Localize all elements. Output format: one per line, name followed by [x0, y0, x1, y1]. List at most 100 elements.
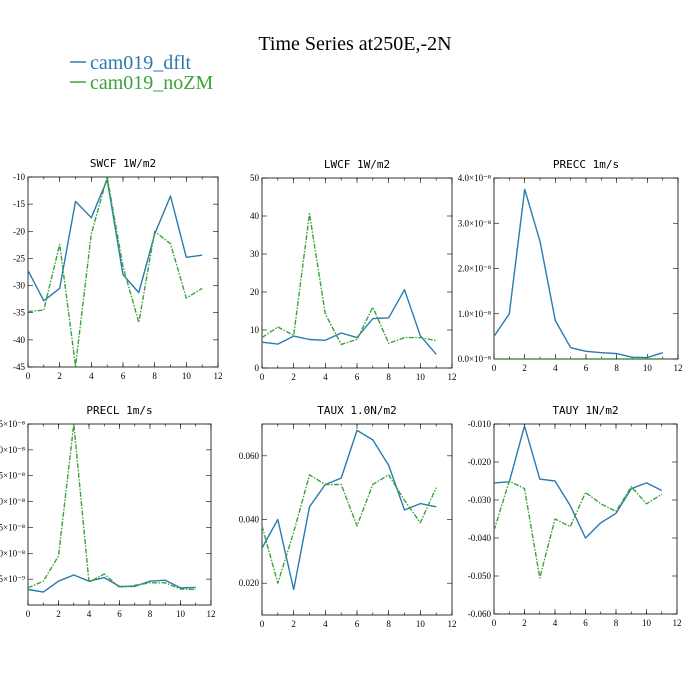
- panel-title: PRECL 1m/s: [86, 404, 152, 417]
- x-tick-label: 8: [152, 371, 157, 381]
- panel-3: PRECL 1m/s 0 2 4 6 8 10 12 5×10⁻⁹ 1.0×10⁻⁸ 1.5×10⁻…: [0, 404, 216, 619]
- y-tick-label: 4.0×10⁻⁸: [458, 173, 491, 183]
- y-tick-label: 2.5×10⁻⁸: [0, 471, 25, 481]
- series-line-dflt: [493, 188, 663, 359]
- x-tick-label: 8: [614, 618, 619, 628]
- x-tick-label: 12: [207, 609, 216, 619]
- x-tick-label: 6: [355, 619, 360, 629]
- y-tick-label: 0.020: [239, 578, 260, 588]
- x-tick-label: 4: [323, 372, 328, 382]
- y-tick-label: 0.060: [239, 451, 260, 461]
- y-tick-label: -35: [13, 308, 25, 318]
- series-line-nozm: [261, 474, 437, 584]
- panel-title: SWCF 1W/m2: [90, 157, 156, 170]
- y-tick-label: 0.040: [239, 515, 260, 525]
- x-tick-label: 6: [583, 618, 588, 628]
- x-tick-label: 4: [553, 363, 558, 373]
- x-tick-label: 6: [355, 372, 360, 382]
- panel-frame: [493, 177, 679, 360]
- x-tick-label: 4: [323, 619, 328, 629]
- x-tick-label: 2: [57, 371, 62, 381]
- series-line-nozm: [493, 480, 663, 579]
- x-tick-label: 0: [492, 363, 497, 373]
- series-line-dflt: [493, 425, 663, 539]
- x-tick-label: 2: [56, 609, 61, 619]
- y-tick-label: 20: [250, 287, 260, 297]
- x-tick-label: 12: [673, 618, 682, 628]
- figure-title: Time Series at250E,-2N: [258, 33, 451, 55]
- y-tick-label: -15: [13, 199, 25, 209]
- panel-2: PRECC 1m/s 0 2 4 6 8 10 12 0.0×10⁻⁸ 1.0×10⁻⁸ 2.0×1…: [458, 158, 683, 373]
- y-tick-label: -45: [13, 362, 25, 372]
- series-line-nozm: [27, 423, 196, 591]
- series-line-nozm: [27, 176, 203, 367]
- panel-1: LWCF 1W/m2 0 2 4 6 8 10 12 0 10 20 30 40 50: [250, 158, 457, 382]
- x-tick-label: 4: [89, 371, 94, 381]
- y-tick-label: 2.0×10⁻⁸: [458, 264, 491, 274]
- y-tick-label: -0.050: [468, 571, 492, 581]
- y-tick-label: 3.0×10⁻⁸: [0, 445, 25, 455]
- x-tick-label: 4: [553, 618, 558, 628]
- series-line-dflt: [261, 289, 437, 355]
- panel-frame: [493, 423, 678, 615]
- x-tick-label: 0: [260, 619, 265, 629]
- x-tick-label: 8: [614, 363, 619, 373]
- y-tick-label: 0: [255, 363, 260, 373]
- y-tick-label: 3.5×10⁻⁸: [0, 419, 25, 429]
- panels: SWCF 1W/m2 0 2 4 6 8 10 12 -10 -15 -20 -25 -30 -35 -40…: [0, 157, 683, 629]
- x-tick-label: 10: [643, 363, 653, 373]
- x-tick-label: 6: [121, 371, 126, 381]
- x-tick-label: 8: [386, 372, 391, 382]
- series-line-dflt: [27, 574, 196, 593]
- x-tick-label: 2: [291, 372, 296, 382]
- series-line-nozm: [261, 212, 437, 346]
- panel-4: TAUX 1.0N/m2 0 2 4 6 8 10 12 0.020 0.040 0.060: [239, 404, 457, 629]
- x-tick-label: 8: [148, 609, 153, 619]
- legend-label-dflt: cam019_dflt: [90, 52, 192, 74]
- y-tick-label: -0.040: [468, 533, 492, 543]
- y-tick-label: 2.0×10⁻⁸: [0, 497, 25, 507]
- x-tick-label: 10: [182, 371, 192, 381]
- panel-title: LWCF 1W/m2: [324, 158, 390, 171]
- y-tick-label: 40: [250, 211, 260, 221]
- panel-0: SWCF 1W/m2 0 2 4 6 8 10 12 -10 -15 -20 -25 -30 -35 -40…: [13, 157, 223, 381]
- y-tick-label: -20: [13, 226, 25, 236]
- panel-frame: [27, 423, 212, 606]
- x-tick-label: 2: [522, 363, 527, 373]
- legend-label-nozm: cam019_noZM: [90, 72, 214, 94]
- y-tick-label: 10: [250, 325, 260, 335]
- x-tick-label: 2: [291, 619, 296, 629]
- y-tick-label: 30: [250, 249, 260, 259]
- x-tick-label: 12: [674, 363, 683, 373]
- x-tick-label: 6: [584, 363, 589, 373]
- y-tick-label: -0.010: [468, 419, 492, 429]
- x-tick-label: 10: [176, 609, 186, 619]
- panel-title: PRECC 1m/s: [553, 158, 619, 171]
- x-tick-label: 12: [214, 371, 223, 381]
- y-tick-label: 1.0×10⁻⁸: [458, 309, 491, 319]
- y-tick-label: -30: [13, 281, 25, 291]
- y-tick-label: -0.020: [468, 457, 492, 467]
- y-tick-label: 5×10⁻⁹: [0, 574, 25, 584]
- x-tick-label: 8: [386, 619, 391, 629]
- x-tick-label: 0: [26, 609, 31, 619]
- panel-5: TAUY 1N/m2 0 2 4 6 8 10 12 -0.010 -0.020 -0.030 -0.…: [468, 404, 682, 628]
- x-tick-label: 0: [26, 371, 31, 381]
- legend: cam019_dflt cam019_noZM: [70, 52, 214, 94]
- x-tick-label: 6: [117, 609, 122, 619]
- panel-title: TAUX 1.0N/m2: [317, 404, 396, 417]
- y-tick-label: 3.0×10⁻⁸: [458, 218, 491, 228]
- x-tick-label: 10: [642, 618, 652, 628]
- y-tick-label: -10: [13, 172, 25, 182]
- series-line-dflt: [261, 429, 437, 591]
- panel-frame: [261, 423, 453, 616]
- y-tick-label: 1.0×10⁻⁸: [0, 548, 25, 558]
- y-tick-label: -0.030: [468, 495, 492, 505]
- x-tick-label: 0: [492, 618, 497, 628]
- x-tick-label: 4: [87, 609, 92, 619]
- y-tick-label: -40: [13, 335, 25, 345]
- y-tick-label: 50: [250, 173, 260, 183]
- y-tick-label: -25: [13, 253, 25, 263]
- panel-title: TAUY 1N/m2: [552, 404, 618, 417]
